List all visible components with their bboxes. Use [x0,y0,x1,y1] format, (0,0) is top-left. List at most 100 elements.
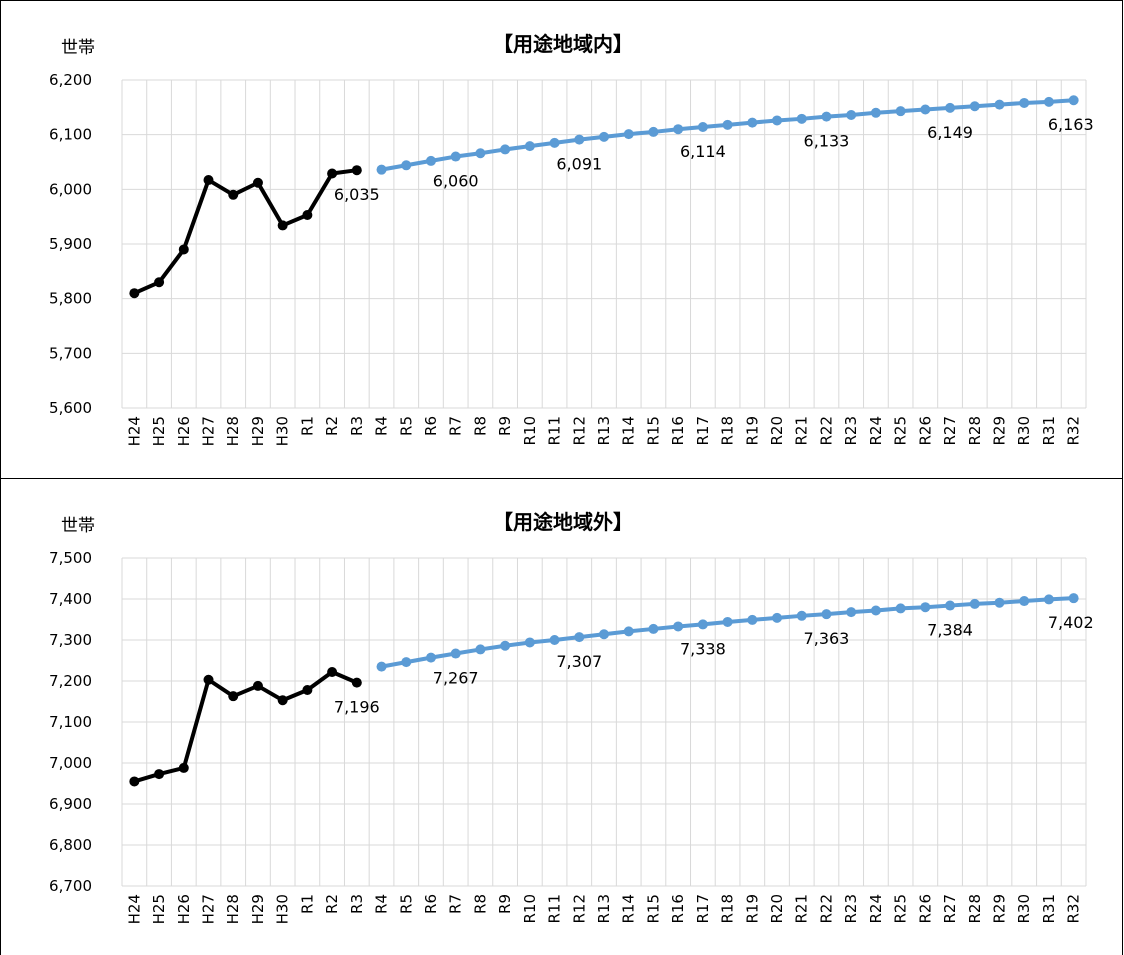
x-tick-label: R31 [1040,416,1058,446]
data-label: 6,091 [556,155,602,174]
y-tick-label: 6,900 [49,795,92,813]
data-point [450,648,461,659]
x-tick-label: H26 [175,894,193,924]
x-tick-label: R30 [1015,416,1033,446]
data-label: 7,384 [927,621,973,640]
y-tick-label: 5,700 [49,344,92,362]
data-point [673,621,684,632]
data-label: 7,196 [334,698,380,717]
x-tick-label: R7 [447,894,465,914]
x-tick-label: H25 [150,894,168,924]
data-point [747,117,758,128]
data-point [574,632,585,643]
data-point [154,277,165,288]
data-point [1043,96,1054,107]
x-tick-label: R16 [669,416,687,446]
data-point [870,605,881,616]
data-point [821,609,832,620]
x-tick-label: R27 [941,894,959,924]
data-point [648,126,659,137]
x-tick-label: R23 [842,894,860,924]
gridlines [121,79,1087,409]
data-point [475,644,486,655]
data-point [846,109,857,120]
x-tick-label: R11 [546,416,564,446]
data-point [772,612,783,623]
x-tick-label: R18 [719,416,737,446]
x-tick-label: R3 [348,416,366,436]
y-tick-label: 7,100 [49,713,92,731]
data-point [425,652,436,663]
data-point [895,603,906,614]
data-label: 7,307 [556,652,602,671]
data-point [425,155,436,166]
x-tick-label: H26 [175,416,193,446]
y-axis-unit-label: 世帯 [61,38,95,58]
data-point [1043,594,1054,605]
x-tick-label: R10 [521,894,539,924]
data-point [549,635,560,645]
chart-title: 【用途地域外】 [493,510,633,534]
data-point [401,657,412,668]
x-tick-label: R28 [966,416,984,446]
data-point [302,210,313,221]
data-point [154,769,165,780]
x-axis: H24 H25 H26 H27 H28 H29 H30 R1 R2 R3 R4 R5 R6 R7 R8 R9 R… [125,416,1082,446]
data-point [821,111,832,122]
data-point [969,101,980,112]
x-tick-label: R16 [669,894,687,924]
y-tick-label: 6,200 [49,71,92,89]
series-0 [129,165,362,299]
x-tick-label: R31 [1040,894,1058,924]
data-label: 6,163 [1048,115,1094,134]
x-axis: H24 H25 H26 H27 H28 H29 H30 R1 R2 R3 R4 R5 R6 R7 R8 R9 R… [125,894,1082,924]
x-tick-label: R28 [966,894,984,924]
data-point [228,189,239,200]
x-tick-label: H27 [200,894,218,924]
data-point [450,151,461,162]
x-tick-label: R10 [521,416,539,446]
y-tick-label: 7,500 [49,549,92,567]
x-tick-label: R13 [595,416,613,446]
x-tick-label: R4 [373,894,391,914]
chart-inside-zone: 世帯 【用途地域内】 5,600 5,700 5,800 5,900 6,000 6,10… [49,32,1094,446]
data-point [747,614,758,625]
x-tick-label: R21 [793,894,811,924]
data-label: 6,035 [334,185,380,204]
data-label: 7,402 [1048,613,1094,632]
y-tick-label: 6,100 [49,126,92,144]
x-tick-label: R25 [892,416,910,446]
data-point [895,106,906,117]
x-tick-label: R21 [793,416,811,446]
x-tick-label: R1 [298,894,316,914]
data-point [129,776,140,787]
x-tick-label: H29 [249,416,267,446]
y-axis-unit-label: 世帯 [61,516,95,536]
data-point [178,762,189,773]
x-tick-label: R20 [768,416,786,446]
x-tick-label: R12 [570,894,588,924]
x-tick-label: R13 [595,894,613,924]
x-tick-label: R6 [422,416,440,436]
data-label: 6,133 [804,132,850,151]
x-tick-label: R20 [768,894,786,924]
series-line [133,669,358,784]
data-point [203,674,214,685]
data-point [252,680,263,691]
series-0 [129,666,362,787]
x-tick-label: R24 [867,894,885,924]
data-label: 6,149 [927,123,973,142]
x-tick-label: R2 [323,416,341,436]
x-tick-label: H24 [125,416,143,446]
data-point [500,144,511,155]
x-tick-label: H29 [249,894,267,924]
x-tick-label: R4 [373,416,391,436]
x-tick-label: H28 [224,416,242,446]
y-tick-label: 7,200 [49,672,92,690]
data-point [969,598,980,609]
y-tick-label: 6,700 [49,877,92,895]
data-point [1019,596,1030,607]
x-tick-label: R26 [916,416,934,446]
x-tick-label: H30 [274,416,292,446]
